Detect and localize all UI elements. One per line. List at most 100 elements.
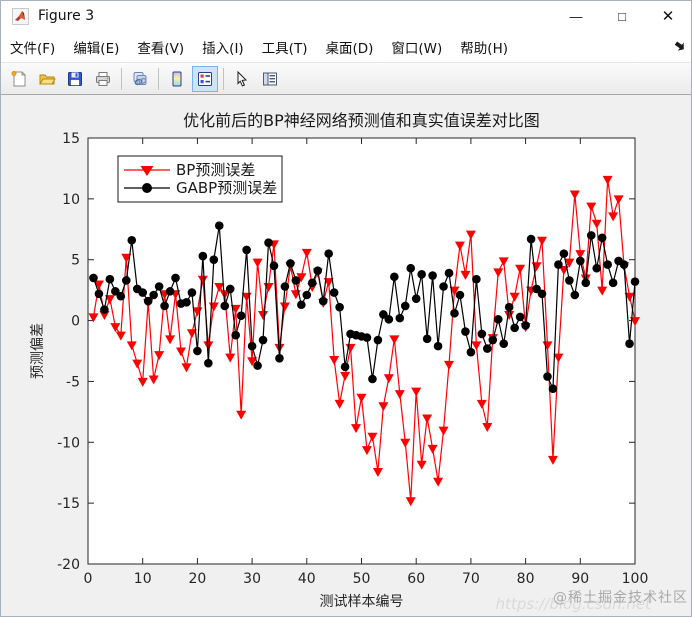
- link-plot-button[interactable]: [127, 66, 153, 92]
- minimize-button[interactable]: —: [553, 1, 599, 31]
- circle-marker: [554, 260, 563, 269]
- circle-marker: [565, 276, 574, 285]
- close-button[interactable]: ✕: [645, 1, 691, 31]
- circle-marker: [116, 291, 126, 301]
- circle-marker: [466, 347, 476, 357]
- menu-item-3[interactable]: 插入(I): [202, 40, 244, 57]
- open-file-button[interactable]: [34, 66, 60, 92]
- triangle-marker: [88, 313, 99, 323]
- circle-marker: [461, 327, 470, 336]
- menu-overflow-arrow-icon[interactable]: [674, 40, 686, 52]
- menu-item-0[interactable]: 文件(F): [10, 40, 56, 57]
- circle-marker: [220, 301, 230, 311]
- save-figure-button[interactable]: [62, 66, 88, 92]
- menu-item-4[interactable]: 工具(T): [261, 40, 308, 57]
- triangle-marker: [165, 335, 176, 345]
- x-tick-label: 40: [298, 571, 316, 587]
- series-1: [89, 221, 640, 394]
- toolbar-separator: [223, 67, 224, 90]
- y-tick-label: 0: [71, 314, 80, 330]
- circle-marker: [329, 288, 339, 297]
- circle-marker: [302, 290, 312, 300]
- circle-marker: [264, 238, 273, 247]
- triangle-marker: [416, 460, 427, 470]
- print-figure-button[interactable]: [90, 66, 116, 92]
- edit-plot-button[interactable]: [229, 66, 255, 92]
- circle-marker: [444, 268, 454, 278]
- circle-marker: [400, 301, 410, 311]
- triangle-marker: [449, 286, 460, 296]
- triangle-marker: [389, 335, 400, 345]
- circle-marker: [100, 305, 109, 314]
- triangle-marker: [438, 426, 449, 436]
- triangle-marker: [301, 248, 312, 258]
- triangle-marker: [400, 438, 411, 448]
- circle-marker: [313, 266, 323, 275]
- triangle-marker: [197, 275, 208, 285]
- circle-marker: [121, 276, 131, 285]
- circle-marker: [138, 288, 147, 297]
- circle-marker: [619, 260, 629, 269]
- matlab-logo-icon: [12, 7, 29, 25]
- circle-marker: [608, 278, 618, 288]
- triangle-marker: [575, 250, 586, 260]
- circle-marker: [171, 273, 180, 283]
- triangle-marker: [104, 295, 115, 305]
- menu-item-1[interactable]: 编辑(E): [73, 40, 120, 57]
- triangle-marker: [372, 467, 383, 477]
- triangle-marker: [340, 371, 351, 381]
- menu-item-6[interactable]: 窗口(W): [391, 40, 443, 57]
- y-axis-label: 预测偏差: [30, 323, 46, 379]
- triangle-marker: [405, 497, 416, 507]
- circle-marker: [488, 335, 498, 345]
- x-tick-label: 60: [407, 571, 425, 587]
- circle-marker: [214, 221, 224, 230]
- colorbar-icon: [172, 71, 182, 86]
- circle-marker: [242, 245, 251, 255]
- circle-marker: [182, 298, 191, 307]
- circle-marker: [411, 294, 421, 303]
- circle-marker: [515, 312, 525, 322]
- circle-marker: [477, 329, 487, 339]
- triangle-marker: [608, 212, 619, 222]
- circle-marker: [324, 249, 333, 258]
- triangle-marker: [203, 341, 214, 351]
- circle-marker: [291, 276, 301, 285]
- triangle-marker: [427, 444, 438, 454]
- circle-marker: [105, 274, 115, 284]
- y-tick-label: -10: [57, 435, 80, 451]
- circle-marker: [335, 302, 344, 312]
- circle-marker: [253, 361, 262, 370]
- triangle-marker: [465, 230, 476, 240]
- triangle-marker: [504, 310, 515, 320]
- circle-marker: [236, 311, 246, 321]
- menu-item-5[interactable]: 桌面(D): [325, 40, 374, 57]
- menu-item-7[interactable]: 帮助(H): [460, 40, 508, 57]
- circle-marker: [160, 301, 169, 311]
- circle-marker: [504, 302, 514, 312]
- menu-item-2[interactable]: 查看(V): [137, 40, 185, 57]
- triangle-marker: [252, 258, 263, 268]
- pointer-arrow-icon: [237, 70, 248, 87]
- insert-colorbar-button[interactable]: [164, 66, 190, 92]
- triangle-marker: [361, 446, 372, 456]
- insert-legend-button[interactable]: [192, 65, 218, 92]
- triangle-marker: [93, 280, 104, 290]
- circle-marker: [275, 354, 284, 363]
- circle-marker: [559, 249, 569, 258]
- triangle-marker: [471, 341, 482, 351]
- triangle-marker: [121, 253, 132, 263]
- circle-marker: [258, 335, 268, 345]
- circle-marker: [428, 271, 437, 280]
- circle-marker: [193, 346, 202, 356]
- triangle-marker: [411, 387, 422, 397]
- x-axis-label: 测试样本编号: [320, 594, 404, 610]
- new-figure-button[interactable]: [6, 66, 32, 92]
- circle-marker: [548, 384, 558, 394]
- circle-marker: [209, 255, 219, 265]
- maximize-button[interactable]: □: [599, 1, 645, 31]
- plot-tools-button[interactable]: [257, 66, 283, 92]
- circle-marker: [143, 296, 153, 306]
